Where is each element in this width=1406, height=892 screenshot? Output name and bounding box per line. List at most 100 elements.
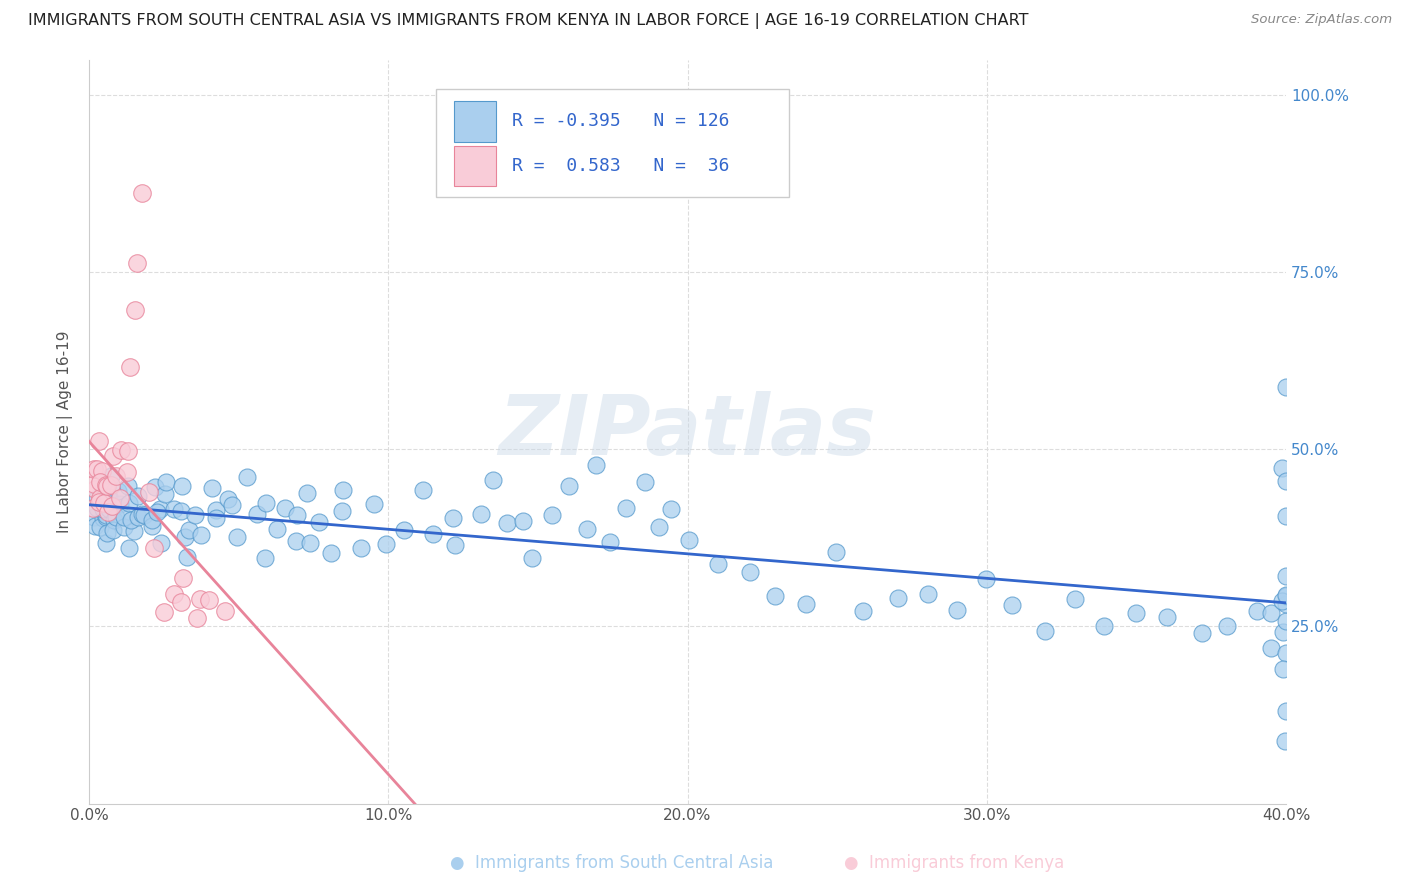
Text: IMMIGRANTS FROM SOUTH CENTRAL ASIA VS IMMIGRANTS FROM KENYA IN LABOR FORCE | AGE: IMMIGRANTS FROM SOUTH CENTRAL ASIA VS IM… <box>28 13 1029 29</box>
Point <box>887 591 910 605</box>
Point <box>91 511 114 525</box>
Point <box>86 501 108 516</box>
Point <box>153 605 176 619</box>
Bar <box>454 101 496 142</box>
Point <box>319 546 342 560</box>
Point <box>1260 640 1282 655</box>
Point <box>1275 380 1298 394</box>
Point <box>131 186 153 200</box>
Point <box>117 444 139 458</box>
Text: ZIPatlas: ZIPatlas <box>499 391 876 472</box>
Point <box>91 501 114 516</box>
Point <box>107 483 129 498</box>
Point <box>482 473 505 487</box>
Point <box>1001 598 1024 612</box>
Point <box>330 504 353 518</box>
Point <box>285 508 308 523</box>
Point <box>1275 705 1298 719</box>
Point <box>422 526 444 541</box>
Point <box>394 523 416 537</box>
Point <box>120 513 142 527</box>
Point <box>94 478 117 492</box>
Point <box>150 536 173 550</box>
Point <box>470 507 492 521</box>
Point <box>974 573 997 587</box>
Point <box>115 465 138 479</box>
Point <box>94 535 117 549</box>
Point <box>143 541 166 556</box>
Point <box>201 481 224 495</box>
Point <box>105 510 128 524</box>
Bar <box>454 145 496 186</box>
Point <box>917 587 939 601</box>
Point <box>84 482 107 496</box>
FancyBboxPatch shape <box>436 89 789 197</box>
Point <box>134 508 156 522</box>
Point <box>444 538 467 552</box>
Point <box>647 520 669 534</box>
Point <box>105 469 128 483</box>
Point <box>520 551 543 566</box>
Point <box>173 530 195 544</box>
Point <box>558 479 581 493</box>
Point <box>163 587 186 601</box>
Point <box>131 507 153 521</box>
Point <box>82 501 104 516</box>
Text: ●  Immigrants from Kenya: ● Immigrants from Kenya <box>844 855 1064 872</box>
Point <box>138 485 160 500</box>
Point <box>97 502 120 516</box>
Point <box>1092 619 1115 633</box>
Point <box>1064 591 1087 606</box>
Point <box>1156 610 1178 624</box>
Point <box>1275 508 1298 523</box>
Point <box>225 530 247 544</box>
Point <box>101 449 124 463</box>
Point <box>585 458 607 472</box>
Point <box>141 513 163 527</box>
Point <box>86 491 108 505</box>
Point <box>170 504 193 518</box>
Point <box>89 491 111 505</box>
Point <box>1271 624 1294 639</box>
Point <box>101 523 124 537</box>
Point <box>1275 569 1298 583</box>
Point <box>375 537 398 551</box>
Point <box>1275 646 1298 660</box>
Point <box>678 533 700 548</box>
Point <box>214 604 236 618</box>
Point <box>1215 619 1237 633</box>
Point <box>186 611 208 625</box>
Point <box>217 491 239 506</box>
Point <box>246 507 269 521</box>
Point <box>794 598 817 612</box>
Point <box>153 486 176 500</box>
Point <box>190 528 212 542</box>
Point <box>176 549 198 564</box>
Point <box>143 480 166 494</box>
Point <box>96 526 118 541</box>
Point <box>1125 606 1147 620</box>
Point <box>1275 614 1298 628</box>
Point <box>599 535 621 549</box>
Point <box>127 256 149 270</box>
Point <box>541 508 564 522</box>
Point <box>93 496 115 510</box>
Point <box>179 523 201 537</box>
Text: Source: ZipAtlas.com: Source: ZipAtlas.com <box>1251 13 1392 27</box>
Point <box>124 303 146 318</box>
Point <box>89 519 111 533</box>
Point <box>825 545 848 559</box>
Point <box>162 501 184 516</box>
Point <box>141 518 163 533</box>
Point <box>188 591 211 606</box>
Point <box>284 533 307 548</box>
Point <box>86 461 108 475</box>
Point <box>97 490 120 504</box>
Point <box>412 483 434 498</box>
Point <box>101 500 124 514</box>
Point <box>89 434 111 448</box>
Point <box>235 470 257 484</box>
Point <box>1272 662 1295 676</box>
Point <box>266 522 288 536</box>
Text: R = -0.395   N = 126: R = -0.395 N = 126 <box>512 112 730 130</box>
